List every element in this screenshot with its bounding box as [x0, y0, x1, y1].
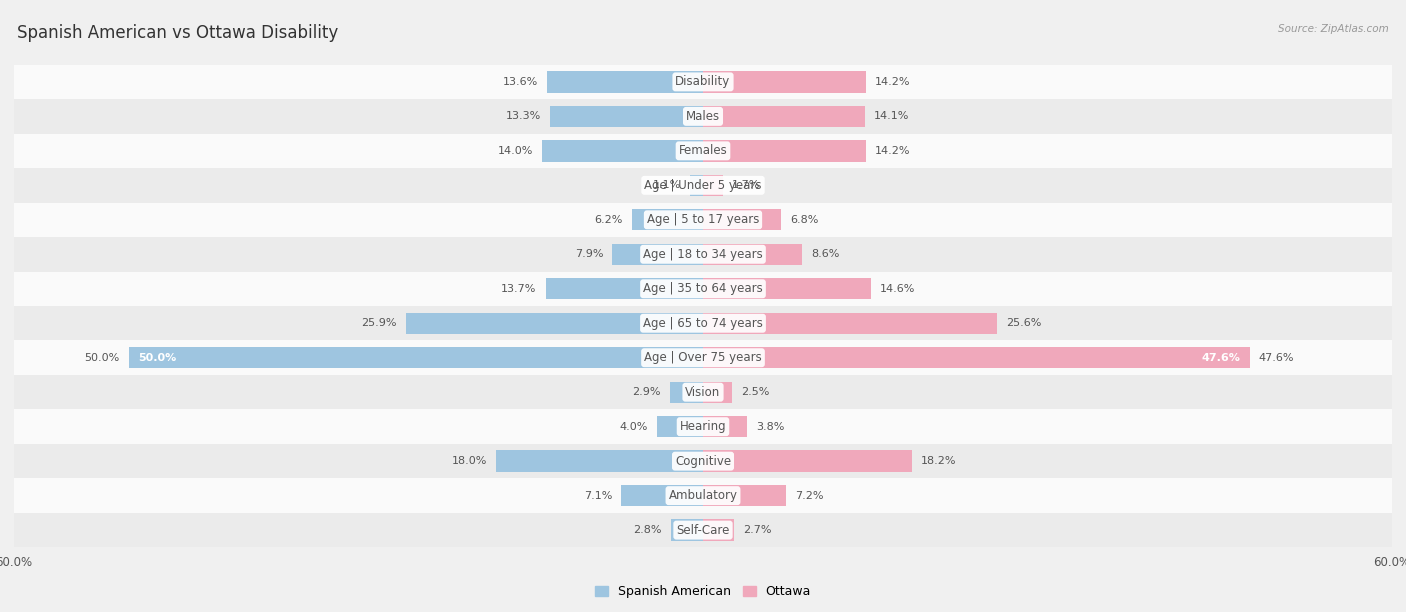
Text: 47.6%: 47.6%: [1202, 353, 1240, 363]
Bar: [631, 209, 703, 231]
Text: Hearing: Hearing: [679, 420, 727, 433]
Text: 13.7%: 13.7%: [501, 284, 537, 294]
Text: Age | 18 to 34 years: Age | 18 to 34 years: [643, 248, 763, 261]
Text: Self-Care: Self-Care: [676, 524, 730, 537]
Text: 13.6%: 13.6%: [502, 77, 537, 87]
Text: 25.9%: 25.9%: [361, 318, 396, 328]
FancyBboxPatch shape: [14, 99, 1392, 133]
Bar: [703, 244, 801, 265]
Text: Age | Over 75 years: Age | Over 75 years: [644, 351, 762, 364]
Bar: [669, 381, 703, 403]
Bar: [547, 71, 703, 92]
Bar: [703, 140, 866, 162]
Text: 13.3%: 13.3%: [506, 111, 541, 121]
Bar: [703, 381, 731, 403]
Text: 14.6%: 14.6%: [880, 284, 915, 294]
Text: 2.5%: 2.5%: [741, 387, 769, 397]
Bar: [703, 520, 734, 541]
FancyBboxPatch shape: [14, 203, 1392, 237]
FancyBboxPatch shape: [14, 168, 1392, 203]
Bar: [703, 347, 1250, 368]
Text: 2.7%: 2.7%: [744, 525, 772, 535]
Bar: [703, 485, 786, 506]
Bar: [703, 450, 912, 472]
Bar: [703, 71, 866, 92]
Text: Disability: Disability: [675, 75, 731, 88]
Bar: [703, 106, 865, 127]
Text: 50.0%: 50.0%: [138, 353, 176, 363]
Text: 14.2%: 14.2%: [875, 77, 911, 87]
Bar: [129, 347, 703, 368]
FancyBboxPatch shape: [14, 237, 1392, 272]
Bar: [496, 450, 703, 472]
Bar: [703, 174, 723, 196]
Text: 18.0%: 18.0%: [451, 456, 486, 466]
Bar: [703, 278, 870, 299]
Text: 2.8%: 2.8%: [633, 525, 662, 535]
Text: 7.9%: 7.9%: [575, 249, 603, 259]
Text: Ambulatory: Ambulatory: [668, 489, 738, 502]
Text: 4.0%: 4.0%: [620, 422, 648, 431]
Bar: [546, 278, 703, 299]
Bar: [612, 244, 703, 265]
Bar: [703, 209, 782, 231]
Text: 1.1%: 1.1%: [652, 181, 681, 190]
Text: Age | 35 to 64 years: Age | 35 to 64 years: [643, 282, 763, 295]
Text: Vision: Vision: [685, 386, 721, 398]
Text: Age | 65 to 74 years: Age | 65 to 74 years: [643, 317, 763, 330]
Text: 8.6%: 8.6%: [811, 249, 839, 259]
Text: 14.2%: 14.2%: [875, 146, 911, 156]
Text: 47.6%: 47.6%: [1258, 353, 1295, 363]
Text: 18.2%: 18.2%: [921, 456, 956, 466]
FancyBboxPatch shape: [14, 306, 1392, 340]
Bar: [621, 485, 703, 506]
Text: 7.2%: 7.2%: [794, 491, 824, 501]
Text: Cognitive: Cognitive: [675, 455, 731, 468]
FancyBboxPatch shape: [14, 272, 1392, 306]
FancyBboxPatch shape: [14, 479, 1392, 513]
Bar: [405, 313, 703, 334]
Text: Females: Females: [679, 144, 727, 157]
Legend: Spanish American, Ottawa: Spanish American, Ottawa: [591, 580, 815, 603]
FancyBboxPatch shape: [14, 409, 1392, 444]
Bar: [690, 174, 703, 196]
Text: Males: Males: [686, 110, 720, 123]
Text: 25.6%: 25.6%: [1007, 318, 1042, 328]
Bar: [550, 106, 703, 127]
FancyBboxPatch shape: [14, 340, 1392, 375]
Text: 7.1%: 7.1%: [583, 491, 612, 501]
Bar: [543, 140, 703, 162]
Bar: [657, 416, 703, 438]
FancyBboxPatch shape: [14, 65, 1392, 99]
Text: 6.8%: 6.8%: [790, 215, 818, 225]
Text: Age | 5 to 17 years: Age | 5 to 17 years: [647, 214, 759, 226]
Text: 2.9%: 2.9%: [633, 387, 661, 397]
Bar: [703, 416, 747, 438]
FancyBboxPatch shape: [14, 444, 1392, 479]
Text: 14.0%: 14.0%: [498, 146, 533, 156]
Text: 1.7%: 1.7%: [731, 181, 761, 190]
Text: 14.1%: 14.1%: [875, 111, 910, 121]
Bar: [703, 313, 997, 334]
Text: Spanish American vs Ottawa Disability: Spanish American vs Ottawa Disability: [17, 24, 337, 42]
Text: 6.2%: 6.2%: [595, 215, 623, 225]
FancyBboxPatch shape: [14, 133, 1392, 168]
Text: 50.0%: 50.0%: [84, 353, 120, 363]
Bar: [671, 520, 703, 541]
Text: 3.8%: 3.8%: [756, 422, 785, 431]
FancyBboxPatch shape: [14, 375, 1392, 409]
Text: Source: ZipAtlas.com: Source: ZipAtlas.com: [1278, 24, 1389, 34]
FancyBboxPatch shape: [14, 513, 1392, 547]
Text: Age | Under 5 years: Age | Under 5 years: [644, 179, 762, 192]
